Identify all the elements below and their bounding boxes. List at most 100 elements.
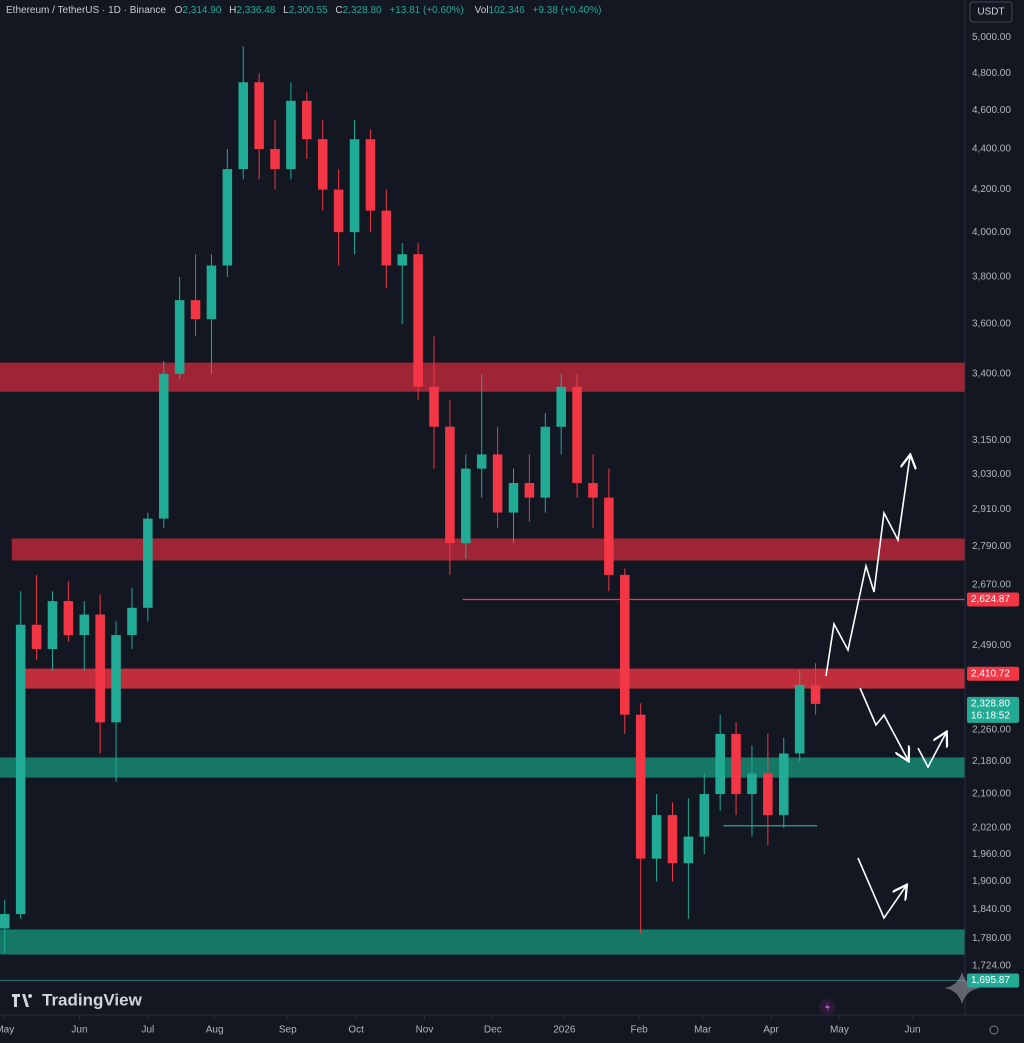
candle-body [604,497,614,575]
candle-body [381,210,392,266]
candle-body [143,518,153,608]
candle-body [254,82,264,150]
y-tick-label: 2,490.00 [972,640,1011,651]
candle-body [111,635,121,723]
x-tick-label: Jun [71,1025,87,1036]
projection-arrow [825,456,910,677]
candle-body [317,139,328,190]
price-label: 1,695.87 [971,975,1010,986]
candle-body [445,426,455,544]
x-tick-label: Jul [141,1025,154,1036]
y-tick-label: 3,800.00 [972,272,1011,283]
volume: 102.346 [489,5,526,16]
candle-body [588,483,598,498]
y-tick-label: 4,200.00 [972,184,1011,195]
candle-body [651,815,662,859]
open: 2,314.90 [182,5,221,16]
candle-body [63,601,74,636]
candle-body [492,454,503,513]
y-tick-label: 2,260.00 [972,725,1011,736]
price-label-box [967,592,1019,607]
y-tick-label: 3,400.00 [972,369,1011,380]
candle-body [127,607,137,636]
x-tick-label: Oct [348,1025,364,1036]
candle-body [540,426,551,498]
candle-body [190,300,201,320]
y-tick-label: 4,800.00 [972,68,1011,79]
countdown: 16:18:52 [971,711,1010,722]
y-tick-label: 1,724.00 [972,961,1011,972]
y-tick-label: 2,790.00 [972,541,1011,552]
header: Ethereum / TetherUS · 1D · Binance O2,31… [6,5,601,16]
candle-body [0,914,10,929]
candle-body [699,794,710,837]
projection-arrow [857,857,906,920]
candle-body [286,100,296,170]
candle-body [556,386,566,427]
candle-body [413,254,423,387]
candle-body [683,836,694,864]
x-tick-label: Feb [630,1025,648,1036]
currency-button[interactable] [969,1,1013,23]
candle-body [95,614,105,723]
y-tick-label: 1,900.00 [972,876,1011,887]
symbol: Ethereum / TetherUS · 1D · Binance [6,5,166,16]
o-label: O [175,5,183,16]
vol-label: Vol [475,5,489,16]
x-tick-label: May [0,1025,14,1036]
x-tick-label: Aug [206,1025,224,1036]
zone [0,757,965,778]
price-label-box [967,973,1019,988]
change: +13.81 (+0.60%) [389,5,464,16]
projection-arrow [917,733,946,769]
x-tick-label: Mar [694,1025,712,1036]
y-tick-label: 2,670.00 [972,579,1011,590]
zone [0,362,965,392]
settings-icon[interactable] [989,1025,999,1035]
candle-body [222,169,233,266]
y-tick-label: 2,180.00 [972,756,1011,767]
y-tick-label: 2,100.00 [972,789,1011,800]
price-label: 2,624.87 [971,594,1010,605]
price-label-box [967,666,1019,681]
currency-button-label[interactable]: USDT [977,7,1004,18]
candle-body [763,773,773,816]
candle-body [778,753,789,816]
candle-body [15,624,26,915]
y-tick-label: 4,400.00 [972,144,1011,155]
candle-body [365,139,376,211]
candle-body [524,483,535,498]
candle-body [429,386,439,427]
candle-body [79,614,90,636]
candle-body [731,733,741,795]
candle-body [397,254,407,266]
candle-body [794,684,805,754]
candle-body [206,265,217,320]
candle-body [715,733,725,795]
x-tick-label: Dec [484,1025,502,1036]
x-tick-label: Nov [416,1025,434,1036]
price-label-box [967,696,1019,723]
y-tick-label: 2,020.00 [972,823,1011,834]
vol-change: +9.38 (+0.40%) [532,5,601,16]
y-tick-label: 3,150.00 [972,435,1011,446]
logo-mark [12,994,33,1007]
x-tick-label: Apr [763,1025,779,1036]
candle-body [476,454,487,469]
y-tick-label: 4,600.00 [972,105,1011,116]
x-tick-label: Jun [904,1025,920,1036]
sparkle-icon [944,972,980,1004]
zone [0,929,965,955]
candle-body [349,139,360,233]
logo: TradingView [12,990,143,1009]
x-tick-label: Sep [279,1025,297,1036]
x-tick-label: May [830,1025,849,1036]
candle-body [47,601,58,650]
y-tick-label: 3,600.00 [972,319,1011,330]
c-label: C [335,5,342,16]
candle-body [302,100,312,140]
candle-body [747,773,757,795]
candle-body [508,483,519,513]
y-tick-label: 4,000.00 [972,227,1011,238]
